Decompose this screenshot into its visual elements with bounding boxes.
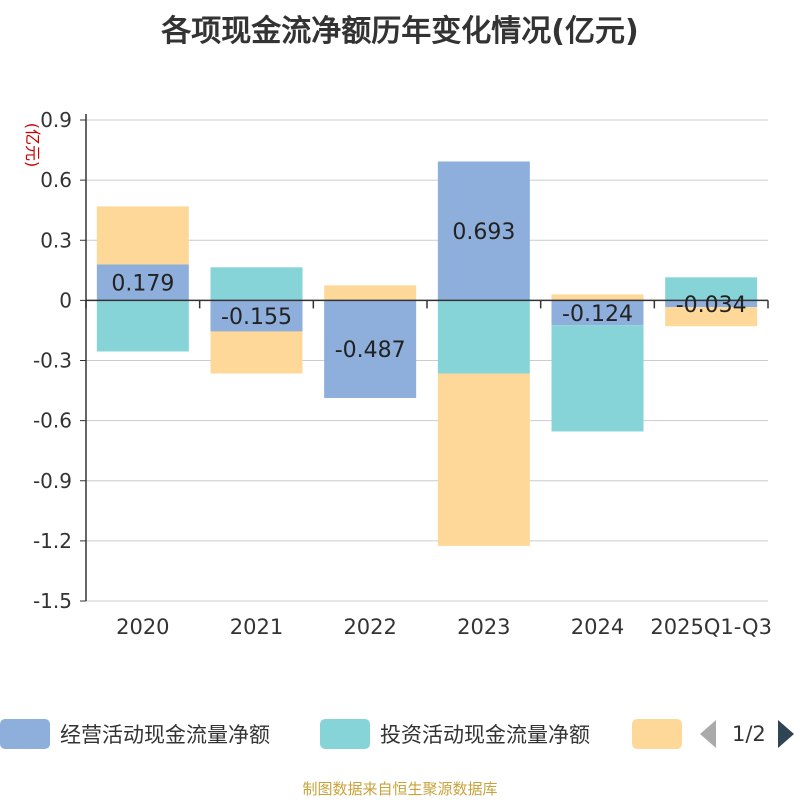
bar-series2-2021: [210, 331, 303, 374]
y-axis-label: (亿元): [23, 123, 42, 168]
legend-item-investing[interactable]: 投资活动现金流量净额: [320, 718, 590, 750]
x-tick-label-2021: 2021: [230, 615, 283, 639]
chart-title: 各项现金流净额历年变化情况(亿元): [161, 14, 639, 49]
bar-series0-2024: [551, 300, 644, 326]
bar-series1-2020: [96, 300, 189, 352]
x-tick-label-2020: 2020: [116, 615, 169, 639]
bar-series2-2022: [324, 285, 417, 301]
bar-series0-2023: [437, 161, 530, 301]
data-label-2024: -0.124: [562, 302, 633, 327]
bar-series1-2025Q1-Q3: [665, 277, 758, 301]
bar-series2-2020: [96, 206, 189, 265]
bar-series0-2022: [324, 300, 417, 398]
x-tick-label-2025Q1-Q3: 2025Q1-Q3: [650, 615, 772, 639]
legend-page-indicator: 1/2: [732, 722, 766, 746]
legend-prev-icon[interactable]: [700, 720, 716, 748]
y-tick-label: -0.9: [33, 469, 72, 493]
data-label-2025Q1-Q3: -0.034: [676, 293, 747, 318]
legend-label-operating: 经营活动现金流量净额: [60, 723, 270, 747]
bar-series2-2023: [437, 373, 530, 546]
legend-next-icon[interactable]: [777, 720, 794, 748]
legend-label-investing: 投资活动现金流量净额: [380, 723, 590, 747]
bar-series0-2021: [210, 300, 303, 332]
y-tick-label: -0.6: [33, 409, 72, 433]
y-tick-label: -0.3: [33, 349, 72, 373]
legend-swatch-operating: [0, 719, 50, 749]
bar-series0-2025Q1-Q3: [665, 300, 758, 308]
legend-swatch-financing: [632, 719, 682, 749]
data-label-2020: 0.179: [111, 271, 174, 296]
y-tick-label: -1.2: [33, 529, 72, 553]
data-label-2023: 0.693: [452, 220, 515, 245]
data-label-2021: -0.155: [221, 305, 292, 330]
source-footer: 制图数据来自恒生聚源数据库: [302, 780, 498, 798]
x-tick-label-2023: 2023: [457, 615, 510, 639]
bar-series1-2023: [437, 300, 530, 374]
bar-series1-2021: [210, 267, 303, 301]
y-tick-label: 0.9: [40, 108, 72, 132]
y-tick-label: 0: [59, 288, 72, 312]
bar-series0-2020: [96, 264, 189, 301]
legend-item-operating[interactable]: 经营活动现金流量净额: [0, 718, 270, 750]
bar-series2-2024: [551, 294, 644, 301]
y-tick-label: -1.5: [33, 589, 72, 613]
bar-series1-2024: [551, 325, 644, 432]
data-label-2022: -0.487: [335, 338, 406, 363]
legend-swatch-investing: [320, 719, 370, 749]
legend: 经营活动现金流量净额 投资活动现金流量净额 1/2: [0, 712, 800, 756]
y-tick-label: 0.3: [40, 228, 72, 252]
bar-series2-2025Q1-Q3: [665, 307, 758, 327]
chart-canvas: 0.9 0.6 0.3 0 -0.3 -0.6 -0.9 -1.2 -1.5 (亿元) 2020 20…: [23, 108, 772, 639]
x-tick-label-2024: 2024: [571, 615, 624, 639]
legend-pager: 1/2: [700, 718, 794, 750]
x-tick-label-2022: 2022: [343, 615, 396, 639]
legend-item-financing[interactable]: [632, 718, 682, 750]
y-tick-label: 0.6: [40, 168, 72, 192]
